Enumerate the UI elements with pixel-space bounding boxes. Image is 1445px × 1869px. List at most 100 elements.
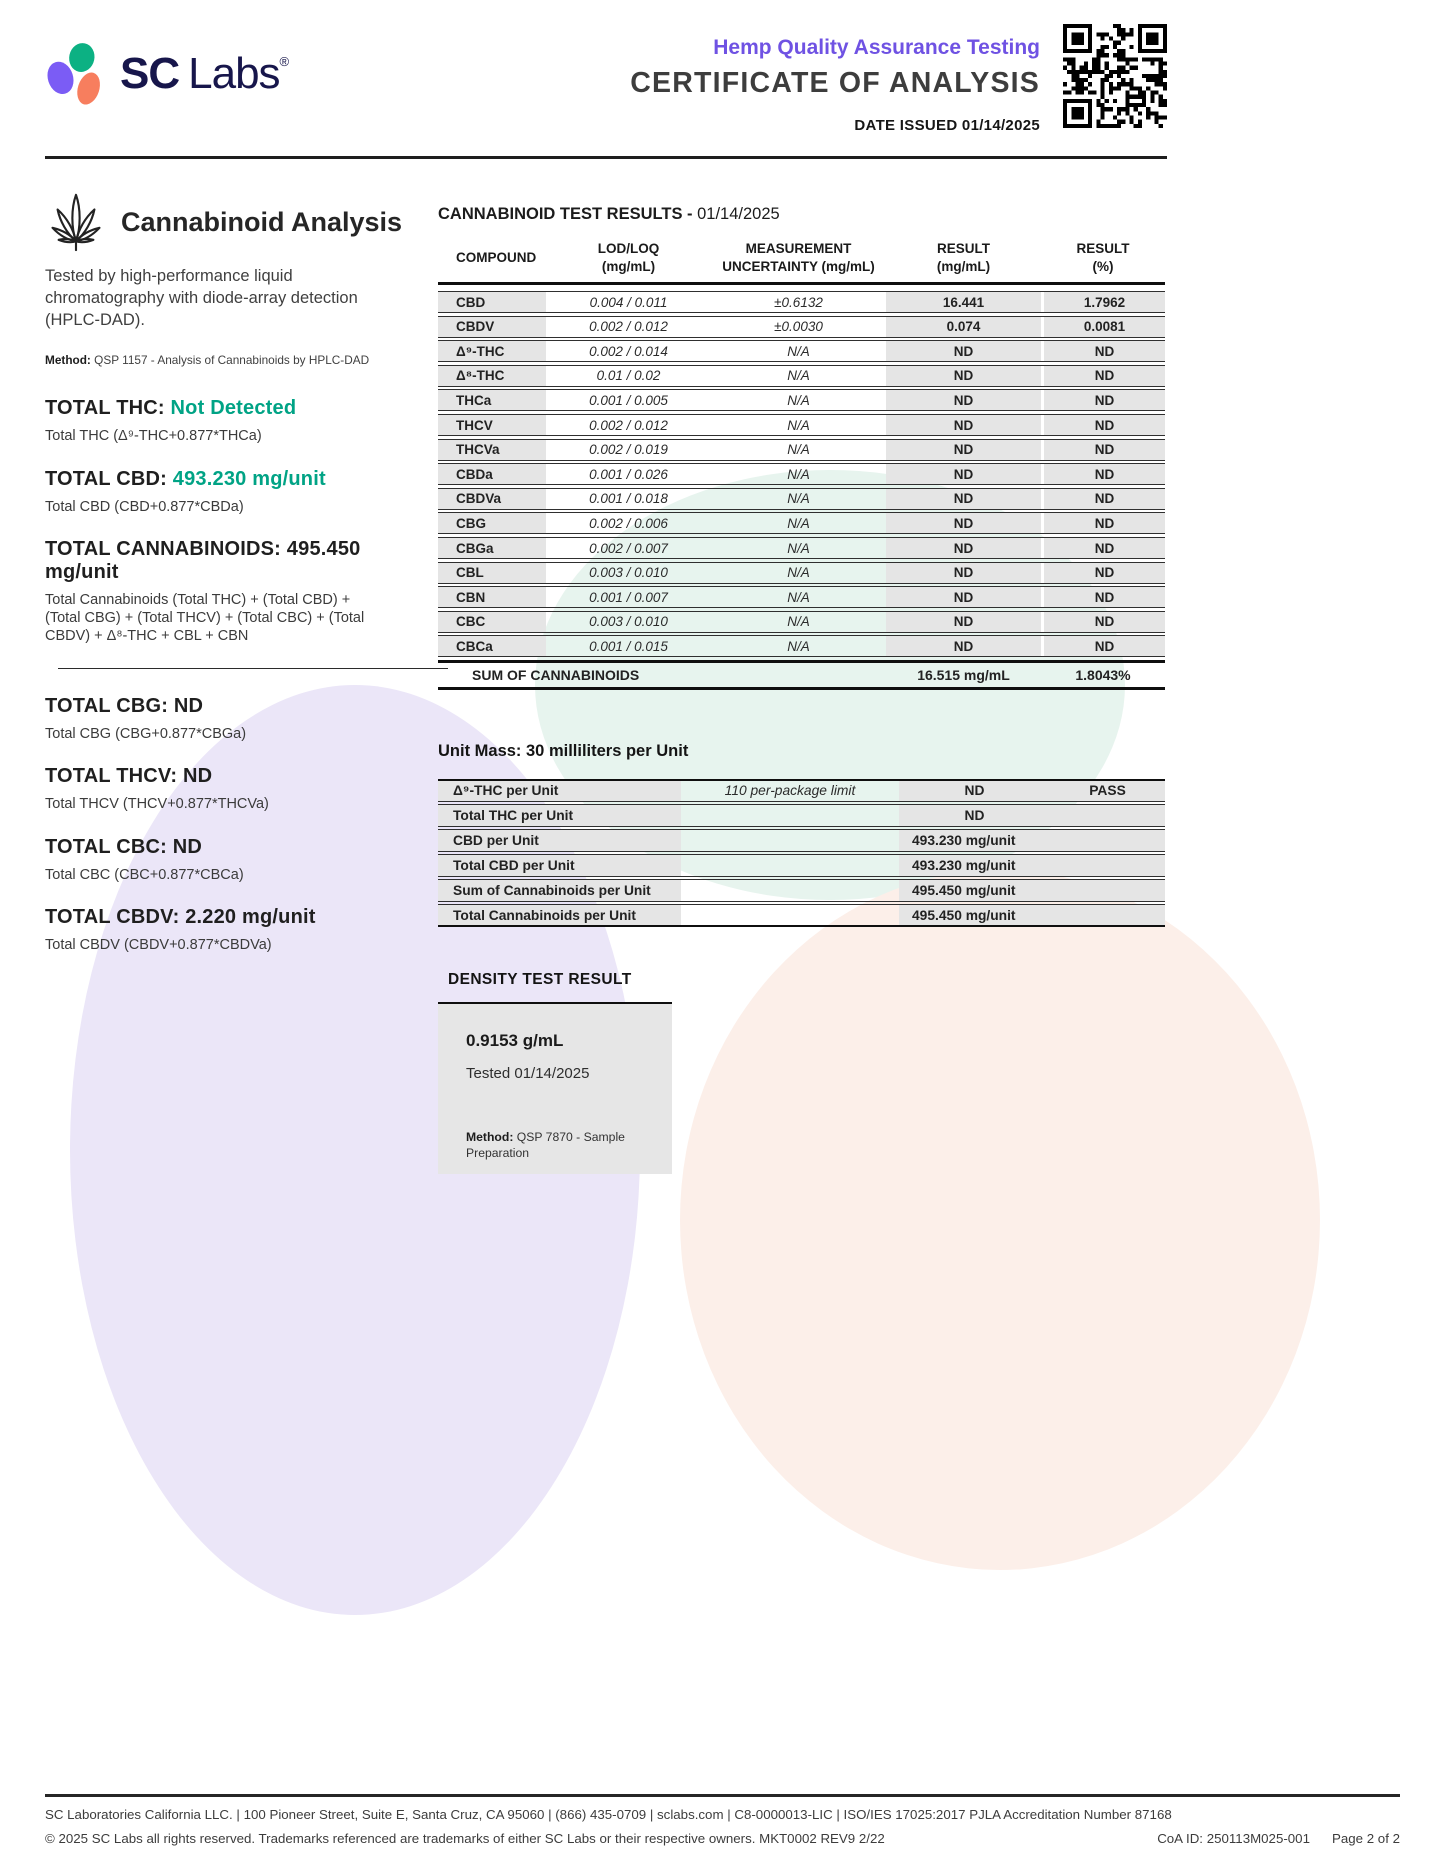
density-title: DENSITY TEST RESULT [448, 970, 632, 988]
results-table-row: CBC 0.003 / 0.010 N/A ND ND [438, 610, 1165, 633]
unit-label-cell: Sum of Cannabinoids per Unit [438, 880, 681, 901]
total-label-text: TOTAL CBC: [45, 835, 167, 858]
lod-loq-cell: 0.001 / 0.026 [589, 466, 668, 482]
method-value: QSP 1157 - Analysis of Cannabinoids by H… [94, 353, 370, 368]
logo-labs: Labs [188, 49, 280, 98]
unit-label-cell: Total CBD per Unit [438, 855, 681, 876]
result-mg-cell: 16.441 [886, 292, 1041, 313]
total-block: TOTAL THC: Not Detected Total THC (Δ⁹-THC… [45, 397, 413, 445]
total-value: ND [173, 695, 204, 718]
uncertainty-cell: N/A [787, 614, 810, 630]
result-mg-cell: ND [886, 538, 1041, 559]
results-table-row: CBDV 0.002 / 0.012 ±0.0030 0.074 0.0081 [438, 315, 1165, 338]
result-pct-cell: ND [1041, 513, 1165, 534]
uncertainty-cell: N/A [787, 540, 810, 556]
total-block: TOTAL CBDV: 2.220 mg/unit Total CBDV (CBD… [45, 906, 413, 954]
results-table-body: CBD 0.004 / 0.011 ±0.6132 16.441 1.7962 CBDV 0… [438, 291, 1165, 658]
footer: SC Laboratories California LLC. | 100 Pi… [45, 1807, 1400, 1846]
total-label: TOTAL THC: Not Detected [45, 397, 413, 420]
total-label-text: TOTAL THCV: [45, 765, 178, 788]
total-value: ND [182, 765, 213, 788]
unit-mass-title: Unit Mass: 30 milliliters per Unit [438, 742, 689, 760]
lod-loq-cell: 0.001 / 0.015 [589, 638, 668, 654]
column-header-compound: COMPOUND [438, 240, 546, 275]
registered-mark: ® [279, 54, 290, 69]
totals-divider [58, 667, 448, 670]
results-table-row: CBGa 0.002 / 0.007 N/A ND ND [438, 537, 1165, 560]
unit-table-body: Δ⁹-THC per Unit 110 per-package limit ND PA… [438, 779, 1165, 927]
lod-loq-cell: 0.004 / 0.011 [589, 294, 668, 310]
result-pct-cell: ND [1041, 611, 1165, 632]
header-line: RESULT [1076, 241, 1130, 256]
total-label-text: TOTAL CANNABINOIDS: [45, 537, 282, 560]
sclabs-logo: SC Labs® [45, 40, 290, 108]
totals-secondary: TOTAL CBG: ND Total CBG (CBG+0.877*CBGa) T… [45, 695, 413, 954]
result-mg-cell: ND [886, 390, 1041, 411]
coa-id: CoA ID: 250113M025-001 [1157, 1831, 1310, 1846]
results-title-date: 01/14/2025 [697, 205, 780, 223]
analysis-description: Tested by high-performance liquid chroma… [45, 267, 358, 329]
compound-cell: CBDVa [438, 488, 546, 509]
result-pct-cell: ND [1041, 415, 1165, 436]
unit-table-row: Total CBD per Unit 493.230 mg/unit [438, 854, 1165, 877]
total-label-text: TOTAL CBG: [45, 695, 169, 718]
results-table-header: COMPOUND LOD/LOQ (mg/mL) MEASUREMENT UNCER… [438, 240, 1165, 286]
column-header-lod-loq: LOD/LOQ (mg/mL) [546, 240, 711, 275]
header-line: RESULT [937, 241, 990, 256]
result-mg-cell: ND [886, 611, 1041, 632]
results-table-row: CBDVa 0.001 / 0.018 N/A ND ND [438, 487, 1165, 510]
compound-cell: CBGa [438, 538, 546, 559]
header-title-block: Hemp Quality Assurance Testing CERTIFICA… [438, 36, 1040, 134]
result-pct-cell: ND [1041, 538, 1165, 559]
result-pct-cell: ND [1041, 365, 1165, 386]
page-number: Page 2 of 2 [1331, 1831, 1400, 1846]
unit-result-cell: 495.450 mg/unit [899, 905, 1050, 925]
header-line: LOD/LOQ [597, 241, 660, 256]
total-formula: Total CBD (CBD+0.877*CBDa) [45, 498, 244, 515]
uncertainty-cell: N/A [787, 515, 810, 531]
compound-cell: Δ⁹-THC [438, 341, 546, 362]
unit-status-cell [1050, 855, 1165, 876]
total-block: TOTAL CBD: 493.230 mg/unit Total CBD (CBD… [45, 468, 413, 516]
header-line: (%) [1092, 258, 1114, 274]
unit-table-row: Total THC per Unit ND [438, 804, 1165, 827]
compound-cell: CBC [438, 611, 546, 632]
result-pct-cell: 1.7962 [1041, 292, 1165, 313]
lod-loq-cell: 0.002 / 0.014 [589, 343, 668, 359]
total-formula: Total THCV (THCV+0.877*THCVa) [45, 796, 269, 813]
footer-right-group: CoA ID: 250113M025-001 Page 2 of 2 [1157, 1831, 1400, 1846]
footer-lab-info: SC Laboratories California LLC. | 100 Pi… [45, 1807, 1172, 1822]
result-mg-cell: ND [886, 562, 1041, 583]
results-table-row: THCV 0.002 / 0.012 N/A ND ND [438, 414, 1165, 437]
result-mg-cell: ND [886, 365, 1041, 386]
sum-label: SUM OF CANNABINOIDS [472, 667, 640, 683]
sclabs-logo-text: SC Labs® [120, 49, 290, 98]
decor-peach-circle [680, 870, 1320, 1570]
total-block: TOTAL CBC: ND Total CBC (CBC+0.877*CBCa) [45, 836, 413, 884]
qr-code [1063, 24, 1167, 128]
section-title: Cannabinoid Analysis [121, 206, 403, 237]
results-table-row: CBG 0.002 / 0.006 N/A ND ND [438, 512, 1165, 535]
unit-label-cell: Δ⁹-THC per Unit [438, 781, 681, 801]
total-block: TOTAL CANNABINOIDS: 495.450 mg/unit Total… [45, 538, 413, 646]
result-pct-cell: 0.0081 [1041, 316, 1165, 337]
unit-table-row: Total Cannabinoids per Unit 495.450 mg/un… [438, 904, 1165, 927]
density-method-value: QSP 7870 - Sample Preparation [466, 1129, 625, 1160]
lod-loq-cell: 0.003 / 0.010 [589, 614, 668, 630]
result-pct-cell: ND [1041, 488, 1165, 509]
uncertainty-cell: ±0.6132 [774, 294, 823, 310]
sclabs-logo-icon [47, 43, 100, 105]
total-label-text: TOTAL CBDV: [45, 905, 180, 928]
uncertainty-cell: ±0.0030 [774, 319, 823, 335]
unit-limit-cell [681, 880, 899, 901]
unit-label-cell: Total THC per Unit [438, 805, 681, 826]
unit-limit-cell [681, 855, 899, 876]
lod-loq-cell: 0.003 / 0.010 [589, 565, 668, 581]
unit-status-cell [1050, 830, 1165, 851]
program-name: Hemp Quality Assurance Testing [713, 36, 1040, 59]
total-label: TOTAL CBG: ND [45, 695, 413, 718]
header-divider [45, 156, 1167, 159]
total-formula: Total THC (Δ⁹-THC+0.877*THCa) [45, 428, 262, 445]
total-formula: Total Cannabinoids (Total THC) + (Total … [45, 591, 365, 645]
